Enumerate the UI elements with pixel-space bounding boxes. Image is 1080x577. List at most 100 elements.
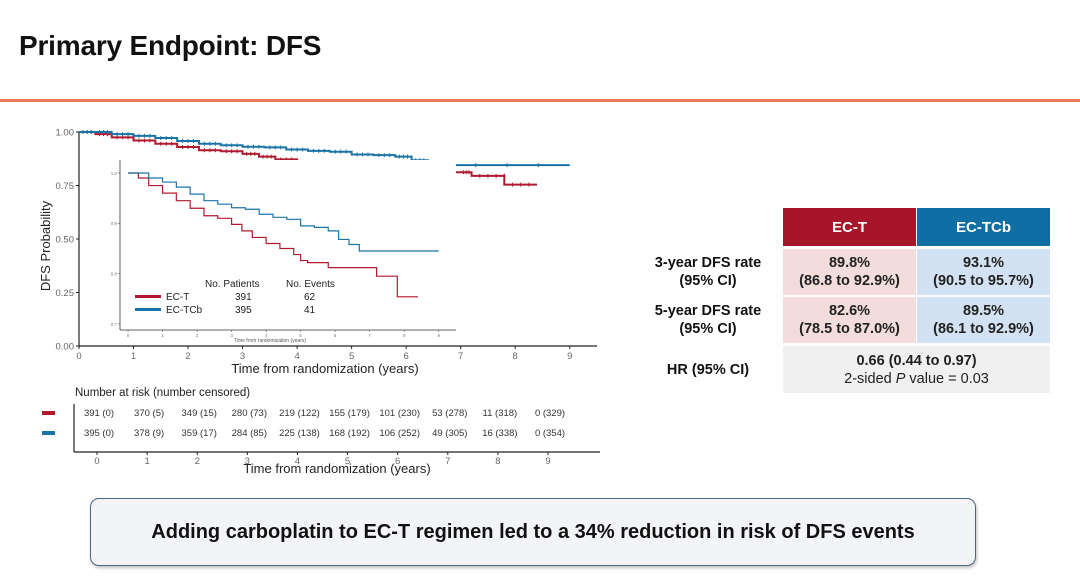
inset-x-tick-label: 6: [334, 333, 337, 338]
row-label-3yr: 3-year DFS rate (95% CI): [633, 249, 783, 295]
cell-hr: 0.66 (0.44 to 0.97) 2-sided P value = 0.…: [783, 346, 1050, 393]
risk-table: 0 1 2 3 4 5 6 7 8 9 391 (0) 370 (5) 349 (15) 280 (73)…: [42, 404, 600, 467]
row-label-3yr-line2: (95% CI): [679, 273, 737, 289]
legend-events: 62: [304, 292, 316, 303]
cell-3yr-ec-tcb: 93.1% (90.5 to 95.7%): [917, 249, 1050, 295]
risk-x-tick-label: 9: [545, 456, 550, 467]
risk-cell: 219 (122): [279, 408, 320, 419]
risk-table-title: Number at risk (number censored): [75, 387, 250, 399]
row-label-5yr-line1: 5-year DFS rate: [654, 303, 762, 319]
value: 82.6%: [828, 303, 871, 319]
inset-x-tick-label: 5: [299, 333, 302, 338]
legend-patients: 391: [235, 292, 252, 303]
y-tick-label: 0.50: [56, 235, 75, 246]
inset-x-tick-label: 3: [230, 333, 233, 338]
risk-cell: 53 (278): [432, 408, 467, 419]
risk-x-axis-label: Time from randomization (years): [243, 461, 430, 476]
cell-5yr-ec-t: 82.6% (78.5 to 87.0%): [783, 297, 916, 343]
ci: (86.1 to 92.9%): [933, 321, 1034, 337]
p-value: 2-sided P value = 0.03: [844, 370, 989, 388]
cell-3yr-ec-t: 89.8% (86.8 to 92.9%): [783, 249, 916, 295]
row-label-hr: HR (95% CI): [666, 361, 750, 378]
risk-cell: 16 (338): [482, 428, 517, 439]
legend-header-patients: No. Patients: [205, 279, 259, 290]
risk-x-tick-label: 4: [295, 456, 300, 467]
risk-row-swatch-ec-t: [42, 411, 55, 415]
inset-curve-ec-t: [128, 172, 419, 298]
risk-cell: 11 (318): [483, 408, 518, 419]
risk-x-tick-label: 2: [195, 456, 200, 467]
row-label-3yr-line1: 3-year DFS rate: [654, 255, 762, 271]
inset-x-tick-label: 4: [265, 333, 268, 338]
risk-cell: 391 (0): [84, 408, 114, 419]
row-label-5yr: 5-year DFS rate (95% CI): [633, 297, 783, 343]
inset-y-tick-label: 0.7: [111, 322, 118, 327]
header-ec-t: EC-T: [783, 208, 916, 246]
inset-chart: 0.7 0.8 0.9 1.0 0 1 2 3 4 5 6 7 8 9: [111, 160, 456, 338]
inset-x-tick-label: 0: [127, 333, 130, 338]
conclusion-callout: Adding carboplatin to EC-T regimen led t…: [90, 498, 976, 566]
y-tick-label: 0.75: [56, 181, 75, 192]
row-label-5yr-line2: (95% CI): [679, 321, 737, 337]
km-curve-ec-tcb: [79, 131, 570, 167]
risk-cell: 225 (138): [279, 428, 320, 439]
x-tick-label: 8: [513, 351, 518, 362]
risk-cell: 370 (5): [134, 408, 164, 419]
risk-cell: 155 (179): [329, 408, 370, 419]
inset-x-axis-label: Time from randomization (years): [234, 338, 306, 344]
risk-x-tick-label: 8: [495, 456, 500, 467]
risk-cell: 378 (9): [134, 428, 164, 439]
x-tick-label: 6: [404, 351, 409, 362]
ci: (90.5 to 95.7%): [933, 273, 1034, 289]
main-axes: 0.000.250.500.751.000 1 2 3 4 5 6 7 8 9: [56, 128, 597, 362]
p-italic: P: [895, 370, 906, 387]
risk-cell: 101 (230): [379, 408, 420, 419]
risk-cell: 0 (329): [535, 408, 565, 419]
inset-x-tick-label: 1: [161, 333, 164, 338]
risk-cell: 106 (252): [379, 428, 420, 439]
inset-x-tick-label: 8: [403, 333, 406, 338]
legend-patients: 395: [235, 305, 252, 316]
value: 93.1%: [962, 255, 1005, 271]
risk-x-tick-label: 1: [144, 456, 149, 467]
ci: (78.5 to 87.0%): [799, 321, 900, 337]
p-prefix: 2-sided: [844, 370, 896, 387]
slide-title: Primary Endpoint: DFS: [19, 30, 322, 61]
legend-label: EC-TCb: [166, 305, 203, 316]
x-tick-label: 2: [185, 351, 190, 362]
x-tick-label: 7: [458, 351, 463, 362]
legend-label: EC-T: [166, 292, 189, 303]
risk-x-tick-label: 6: [395, 456, 400, 467]
x-tick-label: 1: [131, 351, 136, 362]
inset-x-tick-label: 9: [437, 333, 440, 338]
inset-x-tick-label: 7: [368, 333, 371, 338]
y-tick-label: 0.25: [56, 288, 75, 299]
x-tick-label: 4: [294, 351, 299, 362]
risk-cell: 0 (354): [535, 428, 565, 439]
x-tick-label: 3: [240, 351, 245, 362]
x-tick-label: 5: [349, 351, 354, 362]
x-tick-label: 9: [567, 351, 572, 362]
legend-events: 41: [304, 305, 316, 316]
risk-x-tick-label: 5: [345, 456, 350, 467]
ci: (86.8 to 92.9%): [799, 273, 900, 289]
inset-y-tick-label: 0.9: [111, 221, 118, 226]
x-axis-label: Time from randomization (years): [231, 361, 418, 376]
header-ec-tcb: EC-TCb: [917, 208, 1050, 246]
legend-header-events: No. Events: [286, 279, 335, 290]
inset-background: [120, 160, 456, 330]
risk-cell: 395 (0): [84, 428, 114, 439]
title-divider: [0, 99, 1080, 102]
legend: No. Patients No. Events EC-T 391 62 EC-TCb 395…: [135, 279, 335, 316]
risk-cell: 284 (85): [232, 428, 267, 439]
y-axis-label: DFS Probability: [38, 200, 53, 291]
hr-value: 0.66 (0.44 to 0.97): [856, 352, 977, 369]
p-suffix: value = 0.03: [905, 370, 989, 387]
risk-cell: 49 (305): [432, 428, 467, 439]
y-tick-label: 0.00: [56, 342, 75, 353]
risk-cell: 168 (192): [329, 428, 370, 439]
risk-cell: 280 (73): [232, 408, 267, 419]
inset-x-tick-label: 2: [196, 333, 199, 338]
inset-curve-ec-tcb: [128, 172, 439, 252]
value: 89.8%: [828, 255, 871, 271]
